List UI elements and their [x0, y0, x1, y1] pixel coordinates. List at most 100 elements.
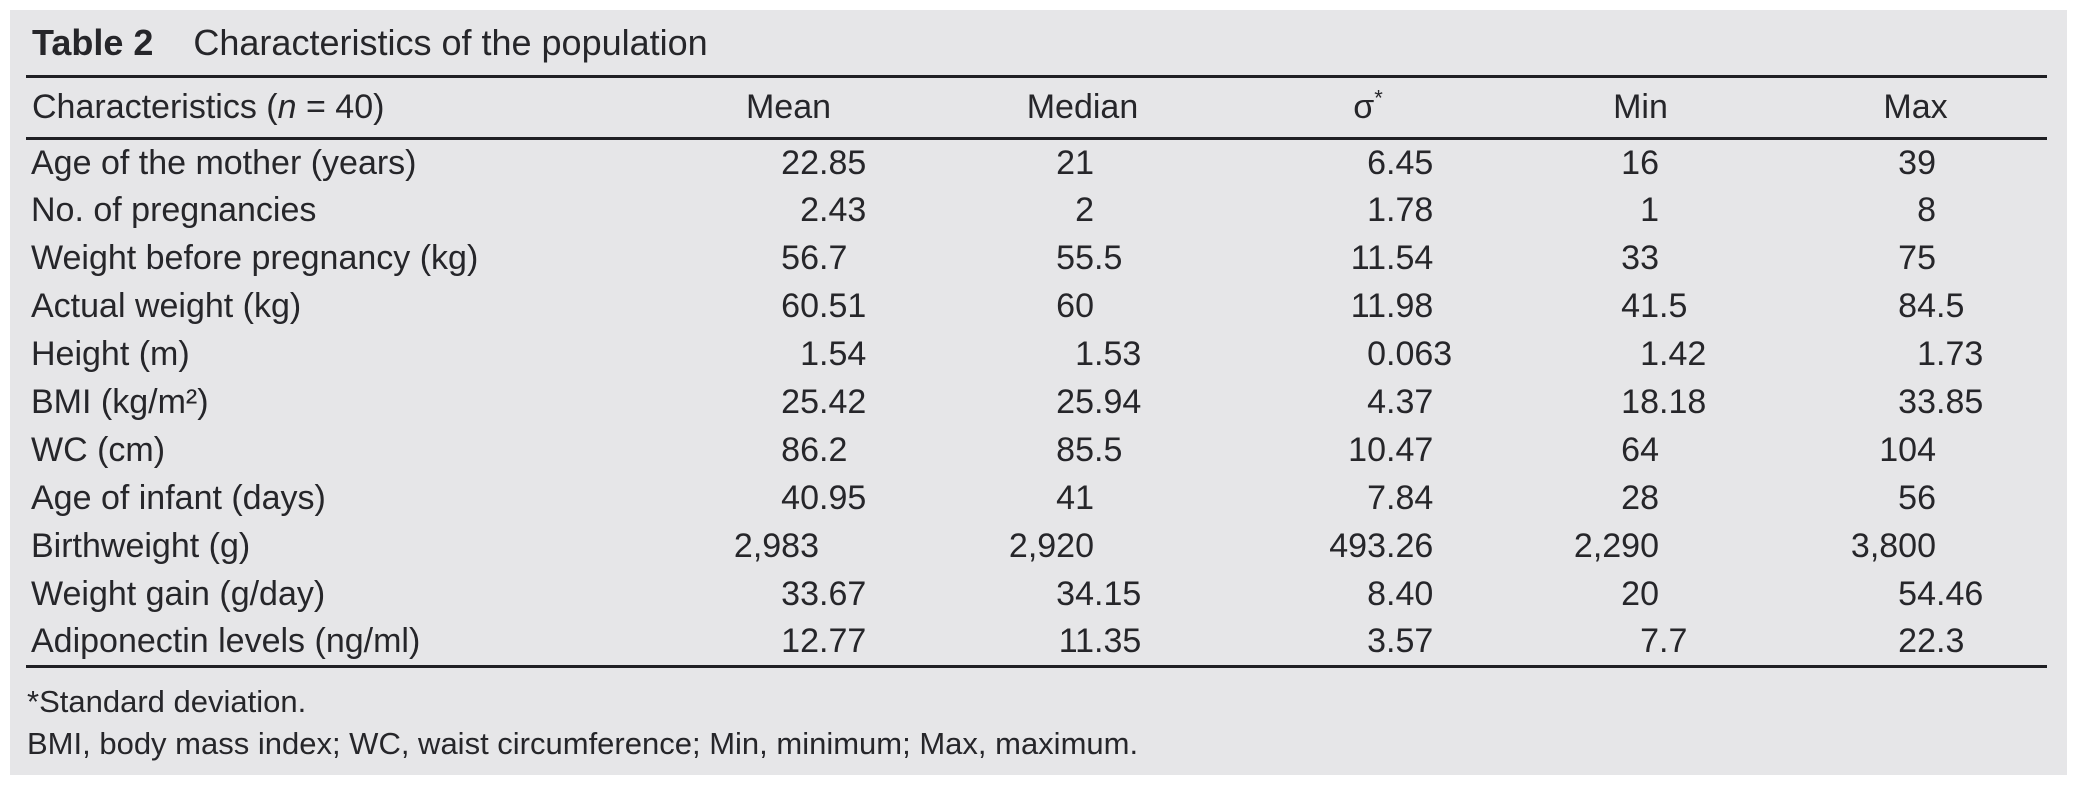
mean-value: 40.95: [781, 479, 867, 517]
sd-value: 493.26: [1329, 527, 1434, 565]
sd-value: 10.47: [1348, 431, 1434, 469]
spacer: [2004, 618, 2047, 668]
table-row: Weight gain (g/day) 33.67 34.15 8.40 20 …: [26, 571, 2047, 619]
median-value: 60: [1056, 287, 1094, 325]
min-value: 2,290: [1573, 527, 1659, 565]
col-header-median: Median: [887, 76, 1162, 140]
spacer: [2004, 235, 2047, 283]
table-row: WC (cm) 86.2 85.5 10.47 64 104: [26, 427, 2047, 475]
col-header-max: Max: [1727, 76, 2004, 140]
max-value: 56: [1898, 479, 1936, 517]
row-label: Weight gain (g/day): [31, 575, 326, 613]
min-value: 28: [1621, 479, 1659, 517]
sigma-footnote-marker: *: [1374, 85, 1383, 111]
max-value: 33.85: [1898, 383, 1984, 421]
spacer: [2004, 475, 2047, 523]
mean-value: 25.42: [781, 383, 867, 421]
median-value: 11.35: [887, 618, 1162, 668]
max-value: 22.3: [1727, 618, 2004, 668]
row-label: Weight before pregnancy (kg): [31, 239, 479, 277]
col-header-sigma: σ*: [1162, 76, 1454, 140]
median-value: 21: [1056, 143, 1094, 182]
table-row: Adiponectin levels (ng/ml) 12.77 11.35 3…: [26, 618, 2047, 668]
sd-value: 11.98: [1350, 287, 1434, 325]
sd-value: 8.40: [1367, 575, 1434, 613]
sd-value: 3.57: [1162, 618, 1454, 668]
median-value: 25.94: [1056, 383, 1142, 421]
min-value: 16: [1621, 143, 1659, 182]
max-value: 84.5: [1898, 287, 1965, 325]
max-value: 39: [1898, 143, 1936, 182]
mean-value: 86.2: [781, 431, 848, 469]
mean-value: 33.67: [781, 575, 867, 613]
row-label: Adiponectin levels (ng/ml): [26, 618, 690, 668]
table-row: Birthweight (g) 2,983 2,920 493.26 2,290…: [26, 523, 2047, 571]
mean-value: 2,983: [733, 527, 819, 565]
spacer: [2004, 76, 2047, 140]
median-value: 2: [1075, 191, 1094, 229]
min-value: 41.5: [1621, 287, 1688, 325]
spacer: [2004, 523, 2047, 571]
mean-value: 22.85: [781, 143, 867, 182]
sd-value: 6.45: [1367, 143, 1434, 182]
median-value: 41: [1056, 479, 1094, 517]
col-header-characteristics: Characteristics (n = 40): [26, 76, 690, 140]
max-value: 1.73: [1917, 335, 1984, 373]
characteristics-label-pre: Characteristics (: [32, 88, 278, 126]
table-caption: Characteristics of the population: [193, 21, 708, 63]
min-value: 64: [1621, 431, 1659, 469]
row-label: No. of pregnancies: [31, 191, 317, 229]
mean-value: 12.77: [690, 618, 887, 668]
row-label: Actual weight (kg): [31, 287, 302, 325]
table-row: Height (m) 1.54 1.53 0.063 1.42 1.73: [26, 331, 2047, 379]
spacer: [2004, 331, 2047, 379]
sd-value: 7.84: [1367, 479, 1434, 517]
col-header-mean: Mean: [690, 76, 887, 140]
mean-value: 1.54: [800, 335, 867, 373]
spacer: [2004, 139, 2047, 187]
mean-value: 2.43: [800, 191, 867, 229]
sigma-symbol: σ: [1353, 88, 1375, 126]
header-row: Characteristics (n = 40) Mean Median σ* …: [26, 76, 2047, 140]
table-row: Weight before pregnancy (kg) 56.7 55.5 1…: [26, 235, 2047, 283]
min-value: 7.7: [1454, 618, 1727, 668]
median-value: 85.5: [1056, 431, 1123, 469]
max-value: 54.46: [1898, 575, 1984, 613]
mean-value: 60.51: [781, 287, 867, 325]
table-footnotes: *Standard deviation. BMI, body mass inde…: [27, 668, 2067, 765]
table-row: Age of infant (days) 40.95 41 7.84 28 56: [26, 475, 2047, 523]
max-value: 3,800: [1850, 527, 1936, 565]
min-value: 20: [1621, 575, 1659, 613]
row-label: WC (cm): [31, 431, 166, 469]
max-value: 75: [1898, 239, 1936, 277]
min-value: 1: [1640, 191, 1659, 229]
sd-value: 0.063: [1367, 335, 1453, 373]
spacer: [2004, 571, 2047, 619]
sd-value: 1.78: [1367, 191, 1434, 229]
median-value: 2,920: [1008, 527, 1094, 565]
table-panel: Table 2 Characteristics of the populatio…: [10, 10, 2067, 775]
median-value: 1.53: [1075, 335, 1142, 373]
min-value: 33: [1621, 239, 1659, 277]
col-header-min: Min: [1454, 76, 1727, 140]
footnote-standard-deviation: *Standard deviation.: [27, 684, 307, 719]
median-value: 55.5: [1056, 239, 1123, 277]
row-label: Age of infant (days): [31, 479, 326, 517]
max-value: 8: [1917, 191, 1936, 229]
spacer: [2004, 187, 2047, 235]
spacer: [2004, 283, 2047, 331]
row-label: Birthweight (g): [31, 527, 251, 565]
row-label: BMI (kg/m²): [31, 383, 209, 421]
spacer: [2004, 379, 2047, 427]
sd-value: 4.37: [1367, 383, 1434, 421]
table-title: Table 2 Characteristics of the populatio…: [32, 10, 2067, 75]
table-row: No. of pregnancies 2.43 2 1.78 1 8: [26, 187, 2047, 235]
min-value: 18.18: [1621, 383, 1707, 421]
table-number: Table 2: [32, 21, 154, 63]
median-value: 34.15: [1056, 575, 1142, 613]
table-row: BMI (kg/m²) 25.42 25.94 4.37 18.18 33.85: [26, 379, 2047, 427]
table-row: Age of the mother (years) 22.85 21 6.45 …: [26, 139, 2047, 187]
table-row: Actual weight (kg) 60.51 60 11.98 41.5 8…: [26, 283, 2047, 331]
footnote-abbreviations: BMI, body mass index; WC, waist circumfe…: [27, 726, 1139, 761]
characteristics-table: Characteristics (n = 40) Mean Median σ* …: [26, 75, 2047, 668]
